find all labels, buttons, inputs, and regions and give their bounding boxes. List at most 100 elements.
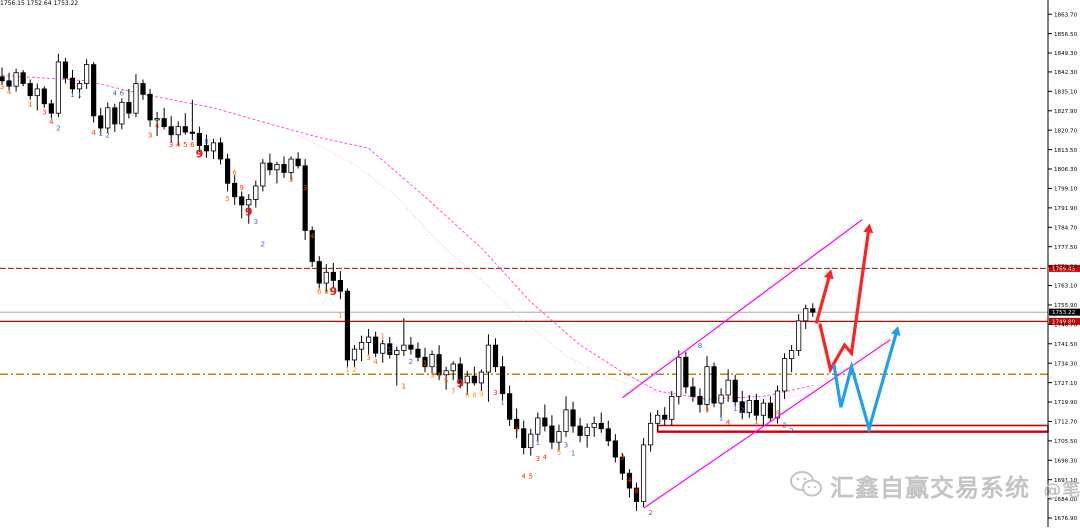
sequence-marker: 4 — [7, 88, 12, 96]
sequence-marker: 8 — [634, 487, 638, 495]
candle-body — [535, 417, 541, 435]
candle-body — [789, 350, 795, 360]
sequence-marker: 5 — [183, 141, 187, 149]
candle-body — [457, 363, 463, 384]
candle-body — [246, 199, 252, 206]
horizontal-levels: 1769.45 1749.80 1753.22 — [0, 264, 1080, 433]
sequence-marker: 3 — [705, 407, 709, 415]
candle-body — [499, 366, 506, 395]
candle-body — [76, 83, 83, 90]
sequence-marker: 6 — [317, 288, 322, 296]
sequence-marker: 3 — [169, 141, 173, 149]
candle-body — [760, 402, 767, 416]
sequence-marker: 9 — [479, 390, 483, 398]
axis-tick-label: 1748.70 — [1054, 323, 1078, 329]
sequence-marker: 9 — [196, 148, 204, 161]
candle-body — [401, 344, 407, 351]
sequence-marker: 4 — [91, 129, 96, 137]
candle-body — [429, 354, 435, 368]
sequence-marker: 3 — [493, 389, 497, 397]
price-channel — [622, 219, 891, 509]
moving-averages — [1, 74, 813, 403]
axis-tick-label: 1827.90 — [1054, 109, 1078, 115]
candle-body — [415, 348, 421, 358]
sequence-marker: 4 — [113, 90, 118, 98]
candle-body — [591, 422, 597, 428]
axis-tick-label: 1849.30 — [1054, 51, 1078, 57]
candle-body — [683, 356, 689, 388]
candle-body — [640, 444, 647, 502]
sequence-marker: 1 — [536, 439, 540, 447]
candle-body — [810, 308, 816, 313]
candle-body — [98, 115, 104, 129]
axis-tick-label: 1799.10 — [1054, 187, 1078, 193]
candle-body — [69, 77, 76, 90]
watermark-text: 汇鑫自赢交易系统 @笔谈 — [830, 468, 1080, 503]
candle-body — [767, 402, 774, 419]
sequence-marker: 1 — [388, 346, 392, 354]
axis-tick-label: 1755.90 — [1054, 303, 1078, 309]
candle-body — [232, 182, 238, 198]
sequence-marker: 3 — [303, 184, 307, 192]
sequence-marker: 3 — [620, 454, 624, 462]
candle-body — [330, 271, 336, 281]
candle-body — [704, 366, 710, 405]
candle-body — [570, 409, 576, 427]
candle-body — [803, 308, 809, 322]
candle-body — [161, 118, 167, 128]
sequence-marker: 2 — [740, 407, 744, 415]
candle-body — [669, 395, 675, 420]
sequence-marker: 2 — [789, 427, 793, 435]
candle-body — [140, 83, 146, 95]
sequence-marker: 6 — [120, 90, 125, 98]
candle-body — [781, 358, 788, 392]
candle-body — [549, 425, 555, 443]
axis-tick-label: 1856.50 — [1054, 32, 1078, 38]
candle-body — [450, 363, 456, 372]
price-axis: 1863.70 1856.50 1849.30 1842.30 1835.10 1827.… — [1047, 0, 1078, 527]
candle-body — [91, 64, 97, 117]
sequence-marker: 4 — [627, 477, 632, 485]
axis-tick-label: 1835.10 — [1054, 90, 1078, 96]
candle-body — [260, 162, 266, 187]
candle-body — [154, 118, 160, 121]
axis-tick-label: 1770.30 — [1054, 264, 1078, 270]
sequence-marker: 2 — [56, 125, 60, 133]
candle-body — [774, 390, 781, 419]
axis-tick-label: 1806.30 — [1054, 167, 1078, 173]
candle-body — [323, 271, 329, 284]
candle-body — [605, 428, 611, 442]
sequence-marker: 3 — [366, 354, 370, 362]
axis-tick-label: 1676.90 — [1054, 516, 1078, 522]
candle-body — [485, 344, 492, 373]
sequence-marker: 9 — [456, 377, 464, 390]
candle-body — [436, 354, 442, 376]
forecast-arrow-head — [863, 223, 874, 234]
axis-tick-label: 1719.90 — [1054, 400, 1078, 406]
candle-body — [443, 370, 449, 376]
sequence-marker: 3 — [514, 425, 518, 433]
axis-tick-label: 1691.10 — [1054, 478, 1078, 484]
candle-body — [203, 145, 210, 152]
candle-body — [521, 428, 527, 449]
candle-body — [119, 101, 125, 125]
sequence-marker: 2 — [261, 241, 265, 249]
candle-body — [20, 72, 26, 84]
axis-tick-label: 1777.50 — [1054, 245, 1078, 251]
sequence-marker: 6 — [232, 169, 237, 177]
axis-tick-label: 1791.90 — [1054, 206, 1078, 212]
candle-body — [274, 164, 280, 171]
sequence-marker: 1 — [719, 415, 723, 423]
candle-body — [422, 356, 428, 368]
axis-tick-label: 1784.70 — [1054, 225, 1078, 231]
candle-body — [351, 348, 358, 361]
candle-body — [295, 158, 301, 167]
candle-body — [408, 344, 414, 350]
sequence-marker: 5 — [529, 473, 533, 481]
sequence-marker: 8 — [472, 392, 476, 400]
candle-body — [41, 88, 47, 105]
candle-body — [133, 83, 139, 114]
candle-body — [662, 414, 668, 420]
